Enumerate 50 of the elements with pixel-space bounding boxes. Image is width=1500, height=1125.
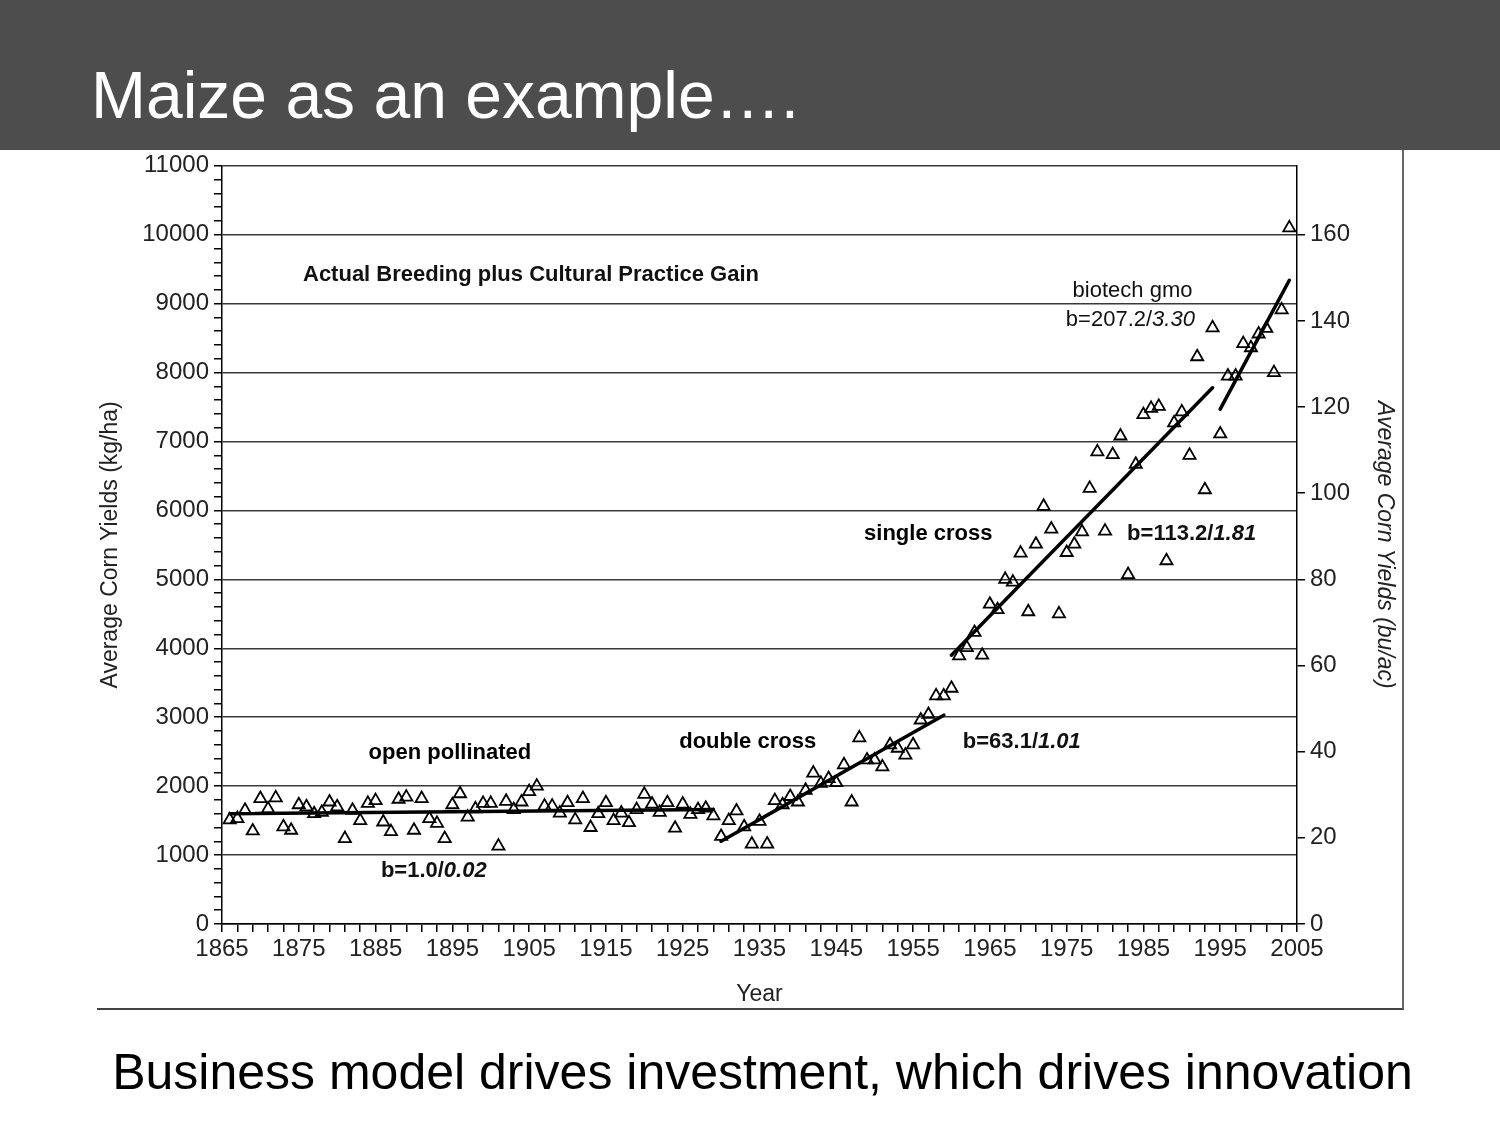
y-tick-label: 8000: [155, 357, 209, 385]
x-tick-label: 1995: [1193, 934, 1247, 962]
x-tick-label: 1905: [502, 934, 556, 962]
y-tick-label: 4000: [155, 632, 209, 660]
x-tick-label: 1885: [348, 934, 403, 962]
annotation: b=63.1/1.01: [962, 728, 1081, 754]
annotation: biotech gmo: [1072, 276, 1193, 302]
y-tick-label: 10000: [142, 219, 209, 247]
y2-tick-label: 0: [1310, 908, 1324, 936]
chart-title: Maize as an example….: [91, 58, 799, 132]
series-label: double cross: [679, 728, 817, 754]
y-tick-label: 5000: [155, 563, 209, 591]
y-tick-label: 0: [195, 908, 209, 936]
y2-tick-label: 140: [1310, 305, 1351, 333]
text: Business model drives investment, which drives innovation: [111, 1043, 1414, 1102]
x-tick-label: 1965: [963, 934, 1017, 962]
y2-tick-label: 80: [1310, 563, 1337, 591]
annotation: b=207.2/3.30: [1065, 305, 1196, 331]
annotation: b=1.0/0.02: [380, 856, 488, 882]
x-tick-label: 1955: [886, 934, 940, 962]
y2-tick-label: 160: [1310, 219, 1351, 247]
y2-tick-label: 20: [1310, 822, 1337, 850]
x-tick-label: 1935: [732, 934, 787, 962]
x-tick-label: 2005: [1270, 934, 1324, 962]
y2-tick-label: 120: [1310, 391, 1351, 419]
x-axis-title: Year: [736, 979, 784, 1006]
y-tick-label: 9000: [155, 288, 209, 316]
y2-tick-label: 40: [1310, 736, 1337, 764]
x-tick-label: 1925: [656, 934, 710, 962]
y-tick-label: 2000: [155, 770, 209, 798]
x-tick-label: 1985: [1116, 934, 1171, 962]
x-tick-label: 1915: [579, 934, 633, 962]
y2-axis-title: Average Corn Yields (bu/ac): [1372, 399, 1399, 689]
x-tick-label: 1865: [195, 934, 249, 962]
x-tick-label: 1945: [809, 934, 863, 962]
x-tick-label: 1975: [1039, 934, 1094, 962]
y2-tick-label: 60: [1310, 650, 1337, 678]
y-tick-label: 3000: [155, 701, 209, 729]
y2-tick-label: 100: [1310, 477, 1351, 505]
y-tick-label: 1000: [155, 839, 209, 867]
x-tick-label: 1875: [272, 934, 326, 962]
annotation: b=113.2/1.81: [1127, 519, 1257, 545]
text: single cross: [864, 519, 993, 545]
y-axis-title: Average Corn Yields (kg/ha): [96, 401, 123, 689]
y-tick-label: 7000: [155, 426, 209, 454]
y-tick-label: 11000: [144, 150, 209, 178]
text: open pollinated: [368, 739, 532, 765]
text: Actual Breeding plus Cultural Practice Gain: [303, 260, 759, 286]
x-tick-label: 1895: [425, 934, 480, 962]
y-tick-label: 6000: [155, 495, 209, 523]
